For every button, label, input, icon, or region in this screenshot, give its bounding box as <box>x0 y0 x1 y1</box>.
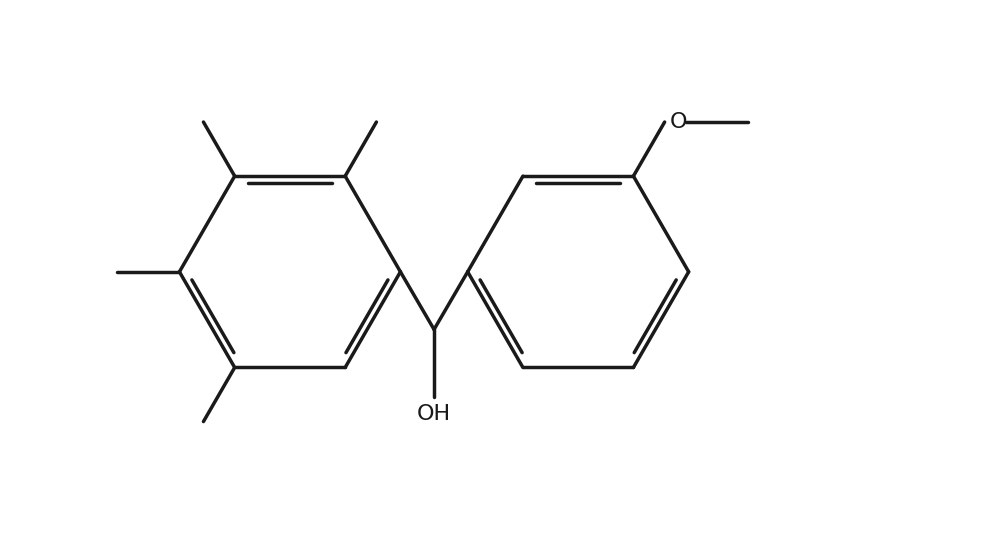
Text: O: O <box>669 112 687 132</box>
Text: OH: OH <box>417 404 451 425</box>
